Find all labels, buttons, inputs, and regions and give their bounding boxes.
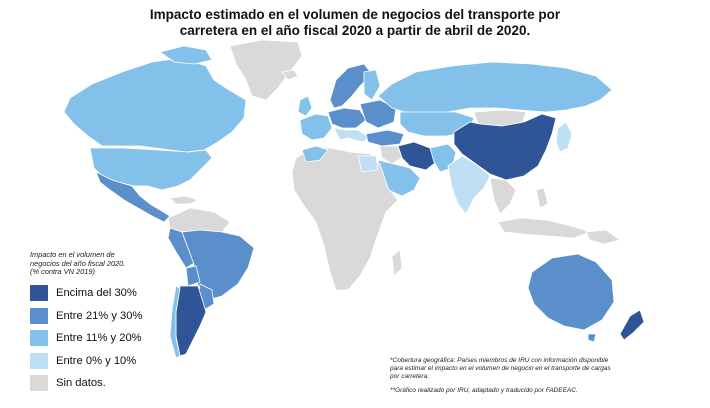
map-title: Impacto estimado en el volumen de negoci… [0,7,710,39]
region-iran [397,141,437,171]
region-greenland [229,39,303,101]
legend-swatch [30,352,48,369]
region-western-europe [299,113,333,141]
legend-title-line-3: (% contra VN 2019) [30,267,95,277]
region-middle-east [379,145,403,165]
legend-item-above-30: Encima del 30% [30,282,180,305]
region-turkey [365,129,405,147]
region-southeast-asia [489,177,517,215]
map-title-line-1: Impacto estimado en el volumen de negoci… [149,7,561,22]
coverage-note-line-2: para estimar el impacto en el volumen de… [390,365,611,372]
region-north-south-america [167,207,231,233]
region-egypt [357,155,379,173]
legend-title-line-1: Impacto en el volumen de [30,250,115,259]
region-eastern-europe [359,99,397,129]
legend-swatch [30,285,48,302]
legend-title-line-2: negocios del año fiscal 2020. [30,258,126,268]
legend-label: Entre 0% y 10% [56,354,137,367]
legend-label: Entre 21% y 30% [56,309,143,322]
region-central-europe [327,107,367,129]
region-north-africa [301,145,329,163]
region-africa [291,147,399,291]
region-italy-balkans [333,127,371,143]
legend-swatch [30,307,48,324]
legend: Impacto en el volumen de negocios del añ… [30,250,180,395]
region-australia [527,253,615,331]
legend-label: Encima del 30% [56,287,137,300]
legend-title: Impacto en el volumen de negocios del añ… [30,250,180,277]
region-chile [169,285,181,359]
region-japan [555,121,573,153]
legend-item-21-30: Entre 21% y 30% [30,304,180,327]
region-bolivia [185,265,201,287]
map-title-line-2: carretera en el año fiscal 2020 a partir… [179,23,531,38]
coverage-note-line-3: por carretera. [390,373,430,380]
legend-item-0-10: Entre 0% y 10% [30,349,180,372]
region-china [453,113,557,181]
region-finland [363,69,381,101]
legend-label: Entre 11% y 20% [56,332,142,345]
legend-label: Sin datos. [56,377,106,390]
region-philippines [535,187,549,209]
region-canada [63,57,247,153]
region-new-zealand [619,309,645,341]
region-russia [377,61,613,115]
region-madagascar [391,249,403,277]
region-mexico [95,171,171,223]
region-new-guinea [585,229,621,245]
region-argentina [175,285,207,357]
legend-item-11-20: Entre 11% y 20% [30,327,180,350]
coverage-note-line-1: *Cobertura geográfica: Países miembros d… [390,357,609,364]
coverage-note: *Cobertura geográfica: Países miembros d… [390,357,690,381]
region-arctic-islands [159,45,213,65]
footnotes: *Cobertura geográfica: Países miembros d… [390,357,690,401]
legend-swatch [30,330,48,347]
credit-note: **Gráfico realizado por IRU, adaptado y … [390,387,578,394]
legend-swatch [30,375,48,392]
legend-item-no-data: Sin datos. [30,372,180,395]
region-caribbean [169,195,199,205]
region-india [447,155,491,215]
region-indonesia [497,217,591,239]
region-tasmania [587,333,597,343]
region-uk [297,95,313,117]
region-iceland [281,69,299,81]
